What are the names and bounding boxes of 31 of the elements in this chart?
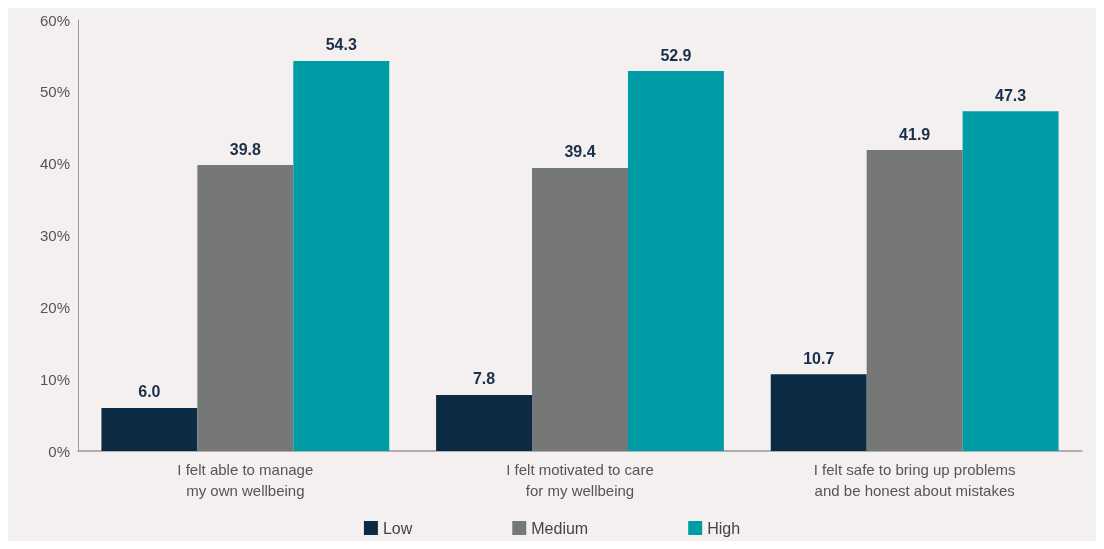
bar xyxy=(866,150,963,451)
data-label: 7.8 xyxy=(472,370,496,388)
data-label: 39.8 xyxy=(229,140,262,158)
bar xyxy=(293,60,390,451)
y-tick-label: 50% xyxy=(39,83,70,101)
data-label: 39.4 xyxy=(564,143,596,161)
y-tick-label: 30% xyxy=(39,227,70,244)
data-label: 6.0 xyxy=(138,383,161,401)
bar xyxy=(627,71,724,451)
legend-label: High xyxy=(707,519,741,537)
y-tick-label: 0% xyxy=(48,442,70,460)
data-label: 10.7 xyxy=(803,349,835,367)
x-tick-label: I felt safe to bring up problems and be honest about mistakes xyxy=(813,461,1016,499)
bar xyxy=(197,165,294,451)
x-tick-label: I felt able to manage my own wellbeing xyxy=(177,461,314,499)
y-tick-label: 10% xyxy=(39,370,70,388)
bar xyxy=(962,111,1059,451)
bar xyxy=(101,407,198,451)
y-tick-label: 20% xyxy=(39,298,70,316)
data-label: 52.9 xyxy=(660,46,692,64)
data-label: 54.3 xyxy=(325,36,357,54)
legend-label: Low xyxy=(382,519,413,537)
legend-label: Medium xyxy=(531,519,589,537)
bar xyxy=(436,394,533,451)
bar xyxy=(532,167,628,451)
data-label: 47.3 xyxy=(995,86,1027,104)
bar xyxy=(770,374,867,451)
y-tick-label: 60% xyxy=(39,11,70,29)
x-tick-label: I felt motivated to care for my wellbeing xyxy=(506,461,654,499)
y-tick-label: 40% xyxy=(39,155,70,173)
data-label: 41.9 xyxy=(899,125,931,143)
